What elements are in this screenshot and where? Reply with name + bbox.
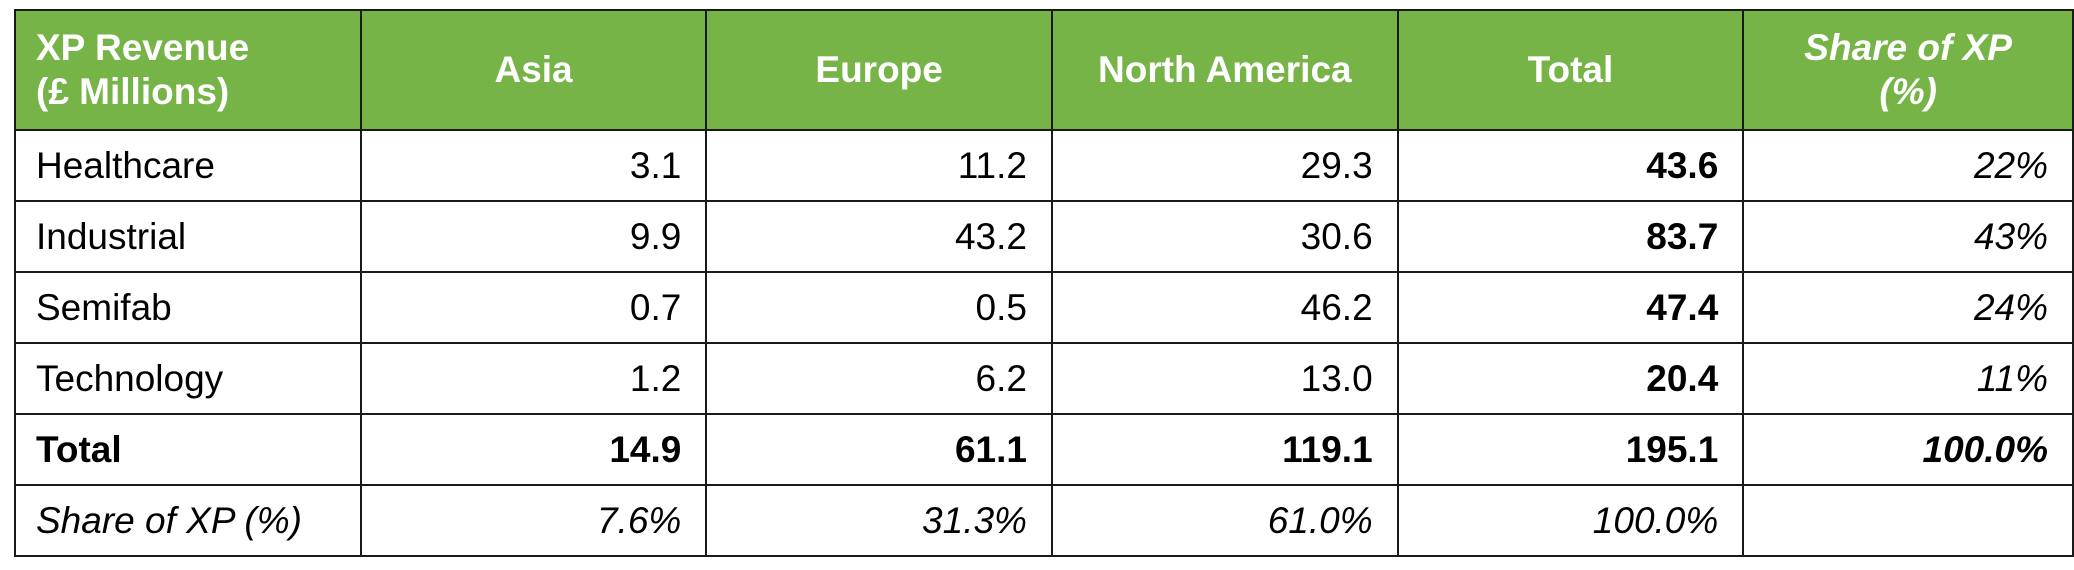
table-row-share: Share of XP (%) 7.6% 31.3% 61.0% 100.0% xyxy=(14,484,2074,557)
row-label: Semifab xyxy=(14,271,362,344)
cell-share: 100.0% xyxy=(1742,413,2074,486)
table-row-semifab: Semifab 0.7 0.5 46.2 47.4 24% xyxy=(14,271,2074,344)
header-row: XP Revenue (£ Millions) Asia Europe Nort… xyxy=(14,9,2074,131)
row-label: Total xyxy=(14,413,362,486)
revenue-table-container: XP Revenue (£ Millions) Asia Europe Nort… xyxy=(14,9,2074,557)
cell-asia: 3.1 xyxy=(359,129,708,202)
row-label: Technology xyxy=(14,342,362,415)
header-share-line1: Share of XP xyxy=(1804,27,2012,68)
cell-total: 47.4 xyxy=(1396,271,1745,344)
cell-europe: 11.2 xyxy=(705,129,1053,202)
row-label: Share of XP (%) xyxy=(14,484,362,557)
table-row-technology: Technology 1.2 6.2 13.0 20.4 11% xyxy=(14,342,2074,415)
header-europe: Europe xyxy=(705,9,1053,131)
cell-total: 43.6 xyxy=(1396,129,1745,202)
header-xp-revenue-line1: XP Revenue xyxy=(36,27,250,68)
cell-share: 24% xyxy=(1742,271,2074,344)
cell-asia: 9.9 xyxy=(359,200,708,273)
table-row-industrial: Industrial 9.9 43.2 30.6 83.7 43% xyxy=(14,200,2074,273)
cell-europe: 61.1 xyxy=(705,413,1053,486)
table-row-total: Total 14.9 61.1 119.1 195.1 100.0% xyxy=(14,413,2074,486)
cell-share: 22% xyxy=(1742,129,2074,202)
cell-north-america: 46.2 xyxy=(1050,271,1399,344)
cell-europe: 43.2 xyxy=(705,200,1053,273)
cell-north-america: 13.0 xyxy=(1050,342,1399,415)
cell-north-america: 61.0% xyxy=(1050,484,1399,557)
cell-total: 83.7 xyxy=(1396,200,1745,273)
cell-north-america: 30.6 xyxy=(1050,200,1399,273)
header-asia: Asia xyxy=(359,9,708,131)
cell-total: 100.0% xyxy=(1396,484,1745,557)
header-share-line2: (%) xyxy=(1879,71,1937,112)
header-total: Total xyxy=(1396,9,1745,131)
xp-revenue-table: XP Revenue (£ Millions) Asia Europe Nort… xyxy=(14,9,2074,557)
cell-asia: 7.6% xyxy=(359,484,708,557)
cell-share: 11% xyxy=(1742,342,2074,415)
cell-asia: 14.9 xyxy=(359,413,708,486)
cell-north-america: 29.3 xyxy=(1050,129,1399,202)
cell-share: 43% xyxy=(1742,200,2074,273)
header-share-of-xp: Share of XP (%) xyxy=(1742,9,2074,131)
row-label: Healthcare xyxy=(14,129,362,202)
header-xp-revenue: XP Revenue (£ Millions) xyxy=(14,9,362,131)
row-label: Industrial xyxy=(14,200,362,273)
cell-north-america: 119.1 xyxy=(1050,413,1399,486)
cell-europe: 0.5 xyxy=(705,271,1053,344)
cell-total: 195.1 xyxy=(1396,413,1745,486)
cell-europe: 6.2 xyxy=(705,342,1053,415)
header-xp-revenue-line2: (£ Millions) xyxy=(36,71,230,112)
cell-share-empty xyxy=(1742,484,2074,557)
cell-asia: 1.2 xyxy=(359,342,708,415)
cell-europe: 31.3% xyxy=(705,484,1053,557)
table-row-healthcare: Healthcare 3.1 11.2 29.3 43.6 22% xyxy=(14,129,2074,202)
cell-asia: 0.7 xyxy=(359,271,708,344)
cell-total: 20.4 xyxy=(1396,342,1745,415)
header-north-america: North America xyxy=(1050,9,1399,131)
